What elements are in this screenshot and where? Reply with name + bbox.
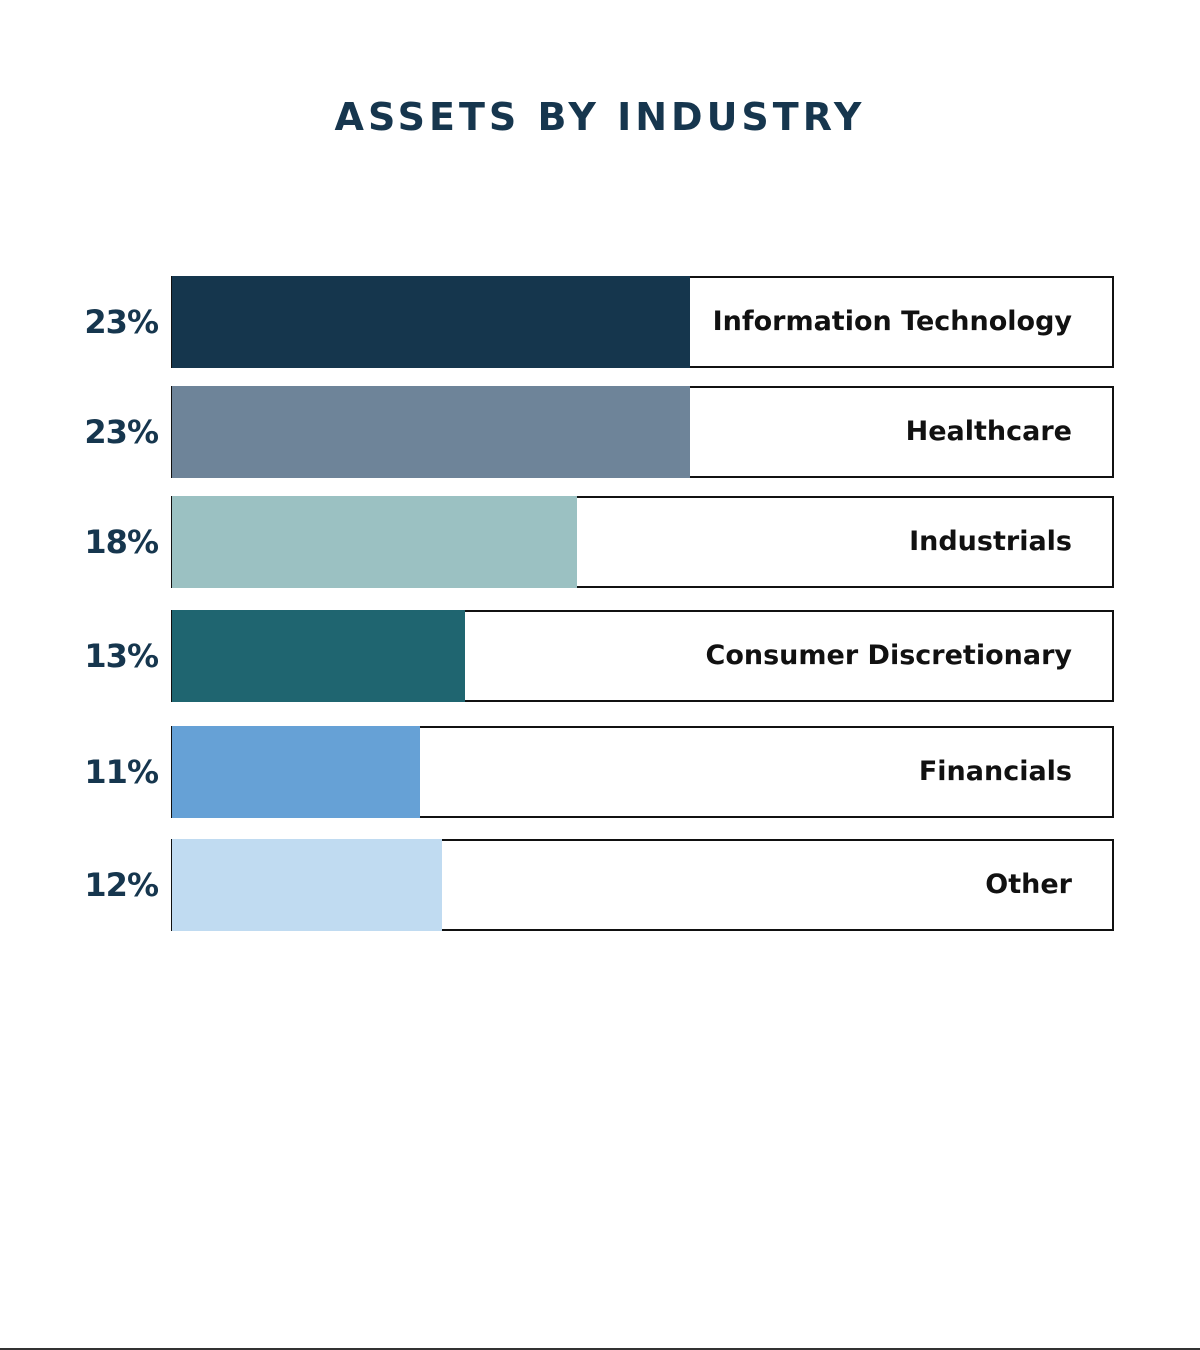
bar (172, 726, 420, 818)
bottom-divider (0, 1348, 1200, 1350)
bar (172, 839, 442, 931)
value-label: 23% (84, 413, 159, 451)
category-label: Financials (918, 756, 1072, 787)
bar-track: Healthcare (171, 386, 1114, 478)
bar-track: Industrials (171, 496, 1114, 588)
value-label: 11% (84, 753, 159, 791)
category-label: Consumer Discretionary (705, 640, 1072, 671)
value-label: 12% (84, 866, 159, 904)
category-label: Information Technology (712, 306, 1072, 337)
bar (172, 610, 465, 702)
category-label: Industrials (909, 526, 1072, 557)
bar (172, 386, 690, 478)
category-label: Other (985, 869, 1072, 900)
value-label: 18% (84, 523, 159, 561)
bar-track: Financials (171, 726, 1114, 818)
bar-row: 18% Industrials (0, 496, 1200, 588)
bar-row: 11% Financials (0, 726, 1200, 818)
value-label: 23% (84, 303, 159, 341)
bar-track: Information Technology (171, 276, 1114, 368)
bar-row: 23% Healthcare (0, 386, 1200, 478)
bar-track: Consumer Discretionary (171, 610, 1114, 702)
value-label: 13% (84, 637, 159, 675)
bar-row: 12% Other (0, 839, 1200, 931)
bar (172, 496, 577, 588)
chart-title: ASSETS BY INDUSTRY (334, 95, 866, 139)
bar (172, 276, 690, 368)
bar-row: 23% Information Technology (0, 276, 1200, 368)
category-label: Healthcare (905, 416, 1072, 447)
bar-row: 13% Consumer Discretionary (0, 610, 1200, 702)
bar-track: Other (171, 839, 1114, 931)
